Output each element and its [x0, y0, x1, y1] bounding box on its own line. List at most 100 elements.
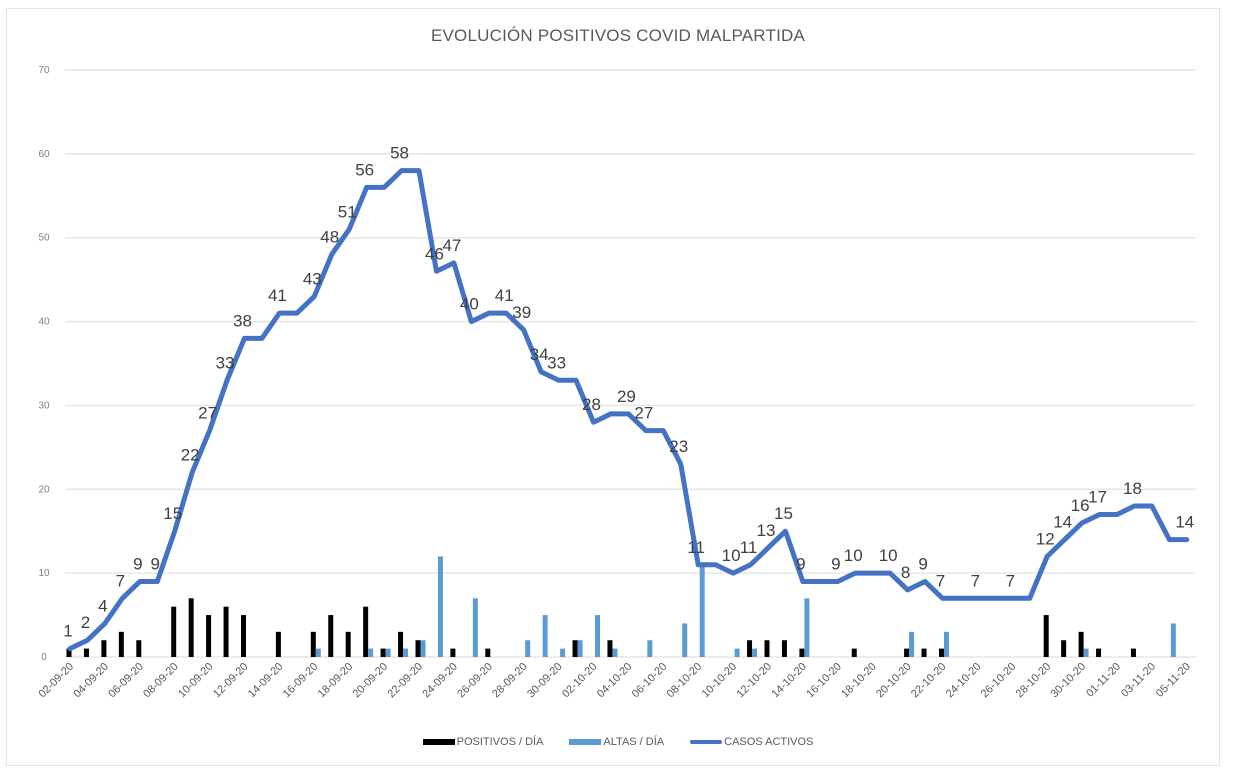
bar-altas [420, 640, 426, 657]
x-tick-label: 30-09-20 [525, 661, 565, 701]
bar-positivos [1061, 640, 1067, 657]
gridlines [65, 69, 1196, 658]
bar-positivos [223, 606, 229, 657]
bar-positivos [939, 648, 944, 657]
data-label: 29 [617, 387, 636, 406]
bar-positivos [764, 640, 770, 657]
bar-positivos [118, 631, 124, 657]
data-label: 9 [133, 555, 142, 574]
data-label: 17 [1088, 487, 1107, 506]
data-label: 41 [495, 286, 514, 305]
data-label: 12 [1036, 529, 1055, 548]
data-label: 16 [1071, 496, 1090, 515]
x-tick-label: 04-09-20 [71, 661, 111, 701]
data-label: 9 [831, 555, 840, 574]
bar-positivos [450, 648, 456, 657]
data-label: 7 [116, 571, 125, 590]
data-label: 27 [634, 404, 653, 423]
x-tick-label: 26-10-20 [979, 661, 1019, 701]
bar-positivos [1043, 615, 1049, 657]
x-tick-label: 10-09-20 [176, 661, 216, 701]
bar-positivos [345, 631, 351, 657]
y-tick-label: 50 [38, 233, 50, 244]
data-label: 7 [936, 571, 945, 590]
data-label: 9 [151, 555, 160, 574]
bar-positivos [1096, 648, 1102, 657]
bar-altas [1170, 623, 1176, 657]
data-label: 13 [757, 521, 776, 540]
bar-positivos [904, 648, 910, 657]
x-tick-label: 16-10-20 [804, 661, 844, 701]
y-tick-label: 60 [38, 149, 50, 160]
data-label: 15 [163, 504, 182, 523]
bar-altas [542, 615, 548, 657]
bar-altas [682, 623, 688, 657]
data-label: 41 [268, 286, 287, 305]
legend-item-positivos: POSITIVOS / DÍA [422, 736, 544, 748]
x-tick-label: 16-09-20 [281, 661, 321, 701]
y-axis: 0 10 20 30 40 50 60 70 [38, 65, 50, 663]
legend: POSITIVOS / DÍA ALTAS / DÍA CASOS ACTIVO… [0, 736, 1236, 748]
data-label: 10 [879, 546, 898, 565]
bar-altas [734, 648, 740, 657]
bar-positivos [747, 640, 753, 657]
x-tick-label: 10-10-20 [700, 661, 740, 701]
y-tick-label: 40 [38, 317, 50, 328]
bar-positivos [83, 648, 89, 657]
x-tick-label: 01-11-20 [1084, 661, 1123, 700]
bar-positivos [66, 648, 72, 657]
bar-altas [315, 648, 321, 657]
data-label: 4 [98, 596, 107, 615]
legend-item-casos-activos: CASOS ACTIVOS [690, 736, 813, 748]
bar-altas [368, 648, 374, 657]
chart-title: EVOLUCIÓN POSITIVOS COVID MALPARTIDA [430, 26, 806, 45]
bar-positivos [851, 648, 857, 657]
bar-positivos [328, 615, 334, 657]
x-tick-label: 28-10-20 [1014, 661, 1054, 701]
data-label: 39 [512, 303, 531, 322]
data-label: 15 [774, 504, 793, 523]
bar-altas [752, 648, 758, 657]
legend-label: POSITIVOS / DÍA [456, 736, 544, 748]
data-label: 27 [198, 404, 217, 423]
data-label: 38 [233, 311, 252, 330]
bar-altas [525, 640, 531, 657]
data-label: 11 [687, 538, 705, 557]
bar-altas [595, 615, 600, 657]
data-label: 8 [901, 563, 910, 582]
x-tick-label: 14-09-20 [246, 661, 286, 701]
y-tick-label: 20 [38, 484, 50, 495]
data-label: 47 [442, 236, 461, 255]
x-tick-label: 02-10-20 [560, 661, 600, 701]
x-tick-label: 04-10-20 [595, 661, 635, 701]
legend-label: ALTAS / DÍA [603, 736, 665, 748]
data-label: 34 [530, 345, 549, 364]
data-label: 1 [63, 622, 72, 641]
x-tick-label: 12-09-20 [211, 661, 251, 701]
bar-altas [437, 556, 443, 657]
bar-positivos [1078, 631, 1084, 657]
data-label: 43 [303, 269, 322, 288]
x-tick-label: 08-10-20 [665, 661, 705, 701]
bar-positivos [171, 606, 177, 657]
x-axis: 02-09-2004-09-2006-09-2008-09-2010-09-20… [36, 661, 1192, 701]
bar-positivos [485, 648, 491, 657]
data-label: 9 [918, 555, 927, 574]
y-tick-label: 10 [38, 568, 50, 579]
data-label: 14 [1053, 513, 1072, 532]
x-tick-label: 22-10-20 [909, 661, 949, 701]
bar-positivos [101, 640, 107, 657]
data-label: 18 [1123, 479, 1142, 498]
x-tick-label: 08-09-20 [141, 661, 181, 701]
data-label: 46 [425, 244, 444, 263]
bar-positivos [363, 606, 369, 657]
legend-item-altas: ALTAS / DÍA [569, 736, 664, 748]
bar-positivos [415, 640, 421, 657]
line-casos-activos [67, 168, 1190, 652]
x-tick-label: 24-09-20 [420, 661, 460, 701]
bar-altas [472, 598, 478, 657]
bar-altas [647, 640, 653, 657]
bar-positivos [241, 615, 246, 657]
x-tick-label: 18-10-20 [839, 661, 879, 701]
data-label: 7 [971, 571, 980, 590]
